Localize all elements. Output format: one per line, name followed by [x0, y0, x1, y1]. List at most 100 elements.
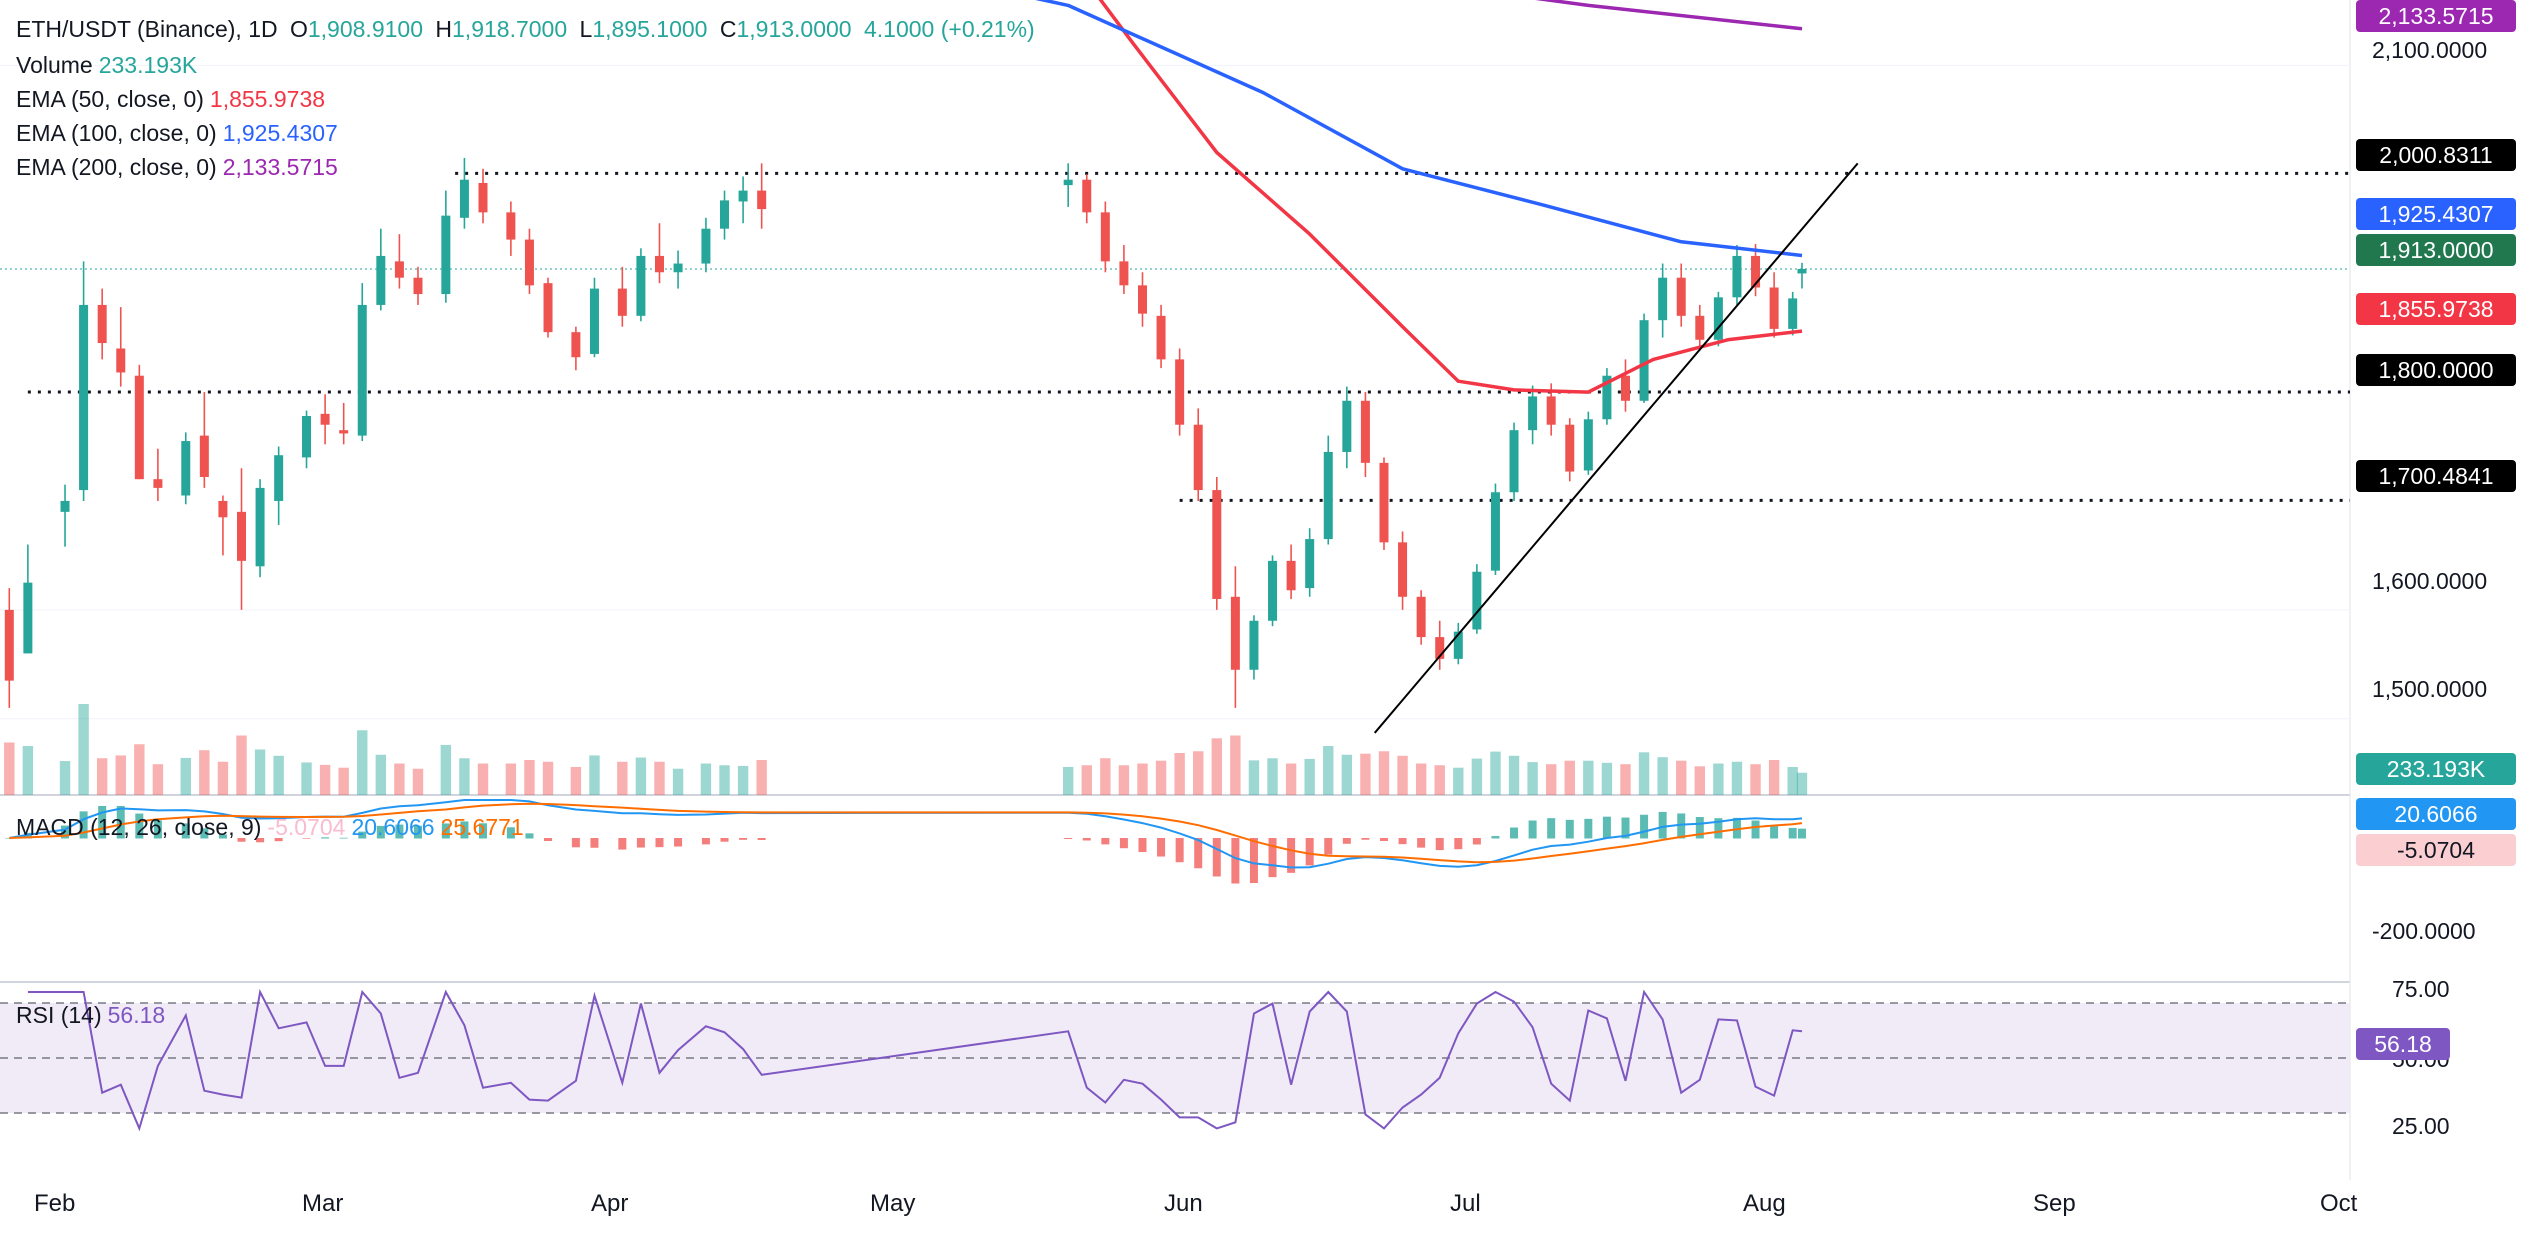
volume-bar — [180, 757, 191, 795]
volume-bar — [1267, 758, 1278, 795]
candle-body — [181, 441, 191, 496]
candle-body — [543, 283, 553, 333]
macd-histogram-bar — [1584, 818, 1593, 839]
volume-bar — [737, 765, 749, 795]
volume-bar — [617, 761, 628, 795]
candle-body — [1249, 620, 1259, 670]
volume-bar — [1155, 760, 1167, 795]
candle-body — [1797, 268, 1807, 274]
candle-body — [199, 435, 209, 477]
legend-volume[interactable]: Volume 233.193K — [16, 52, 198, 78]
macd-histogram-bar — [358, 831, 367, 839]
candle-body — [1379, 462, 1389, 543]
macd-histogram-bar — [636, 838, 645, 848]
volume-bar — [1601, 762, 1613, 795]
volume-bar — [1193, 751, 1204, 795]
time-axis-label: May — [870, 1190, 916, 1217]
candle-body — [1416, 596, 1426, 638]
support-1700-tag: 1,700.4841 — [2356, 460, 2516, 492]
ema200-value: 2,133.5715 — [222, 154, 338, 180]
trendline[interactable] — [1373, 162, 1859, 734]
time-axis-label: Jun — [1164, 1190, 1203, 1217]
volume-bar — [59, 761, 71, 795]
macd-histogram-bar — [256, 838, 265, 843]
volume-value: 233.193K — [98, 52, 198, 78]
volume-bar — [1415, 763, 1427, 795]
candle-body — [1156, 315, 1166, 360]
high-value: 1,918.7000 — [452, 16, 568, 42]
macd-histogram-bar — [1101, 838, 1110, 845]
macd-histogram-bar — [674, 838, 683, 847]
candles — [4, 157, 1807, 708]
volume-bar — [394, 763, 405, 795]
volume-bar — [1100, 758, 1111, 795]
candle-body — [1788, 298, 1798, 329]
volume-bar — [505, 763, 517, 795]
volume-bar — [654, 761, 665, 795]
volume-bar — [22, 746, 34, 795]
time-axis-label: Oct — [2320, 1190, 2358, 1217]
macd-histogram-bar — [1677, 813, 1686, 839]
rsi-value: 56.18 — [107, 1002, 166, 1028]
macd-histogram-bar — [1714, 818, 1723, 839]
symbol-title[interactable]: ETH/USDT (Binance), 1D — [16, 16, 278, 42]
ema100-value: 1,925.4307 — [222, 120, 338, 146]
macd-histogram-bar — [1695, 817, 1704, 839]
macd-histogram-bar — [571, 838, 580, 848]
macd-histogram-bar — [1175, 838, 1184, 863]
grid-lines — [0, 64, 2350, 720]
volume-bar — [1434, 765, 1445, 795]
macd-histogram-bar — [116, 805, 125, 839]
volume-bar — [1081, 765, 1092, 795]
macd-histogram-bar — [1770, 825, 1779, 839]
volume-bar — [459, 758, 470, 795]
volume-price-tag: 233.193K — [2356, 753, 2516, 785]
time-axis-label: Apr — [591, 1190, 629, 1217]
macd-histogram-bar — [479, 823, 488, 839]
legend-ema200[interactable]: EMA (200, close, 0) 2,133.5715 — [16, 154, 338, 180]
rsi-price-tag: 56.18 — [2356, 1028, 2450, 1060]
candle-body — [1360, 400, 1370, 463]
candle-body — [237, 511, 247, 561]
rsi-axis-label: 25.00 — [2392, 1113, 2450, 1139]
macd-histogram-bar — [720, 838, 729, 842]
legend-ema50[interactable]: EMA (50, close, 0) 1,855.9738 — [16, 86, 326, 112]
volume-bar — [1360, 753, 1371, 795]
volume-bar — [1583, 760, 1594, 795]
candle-body — [357, 304, 367, 436]
macd-histogram-bar — [5, 838, 14, 839]
volume-bar — [1230, 735, 1241, 795]
candle-body — [1509, 430, 1519, 493]
macd-histogram-bar — [460, 821, 469, 839]
macd-histogram-bar — [1064, 838, 1073, 839]
legend-macd[interactable]: MACD (12, 26, close, 9) -5.0704 20.6066 25.… — [16, 814, 524, 840]
candle-body — [1286, 560, 1296, 591]
candle-body — [589, 288, 599, 354]
volume-bar — [1490, 751, 1501, 795]
macd-histogram-bar — [1621, 817, 1630, 839]
candle-body — [255, 487, 265, 567]
volume-bar — [440, 744, 452, 795]
macd-histogram-bar — [1472, 838, 1481, 845]
macd-histogram-bar — [544, 838, 553, 842]
legend-ema100[interactable]: EMA (100, close, 0) 1,925.4307 — [16, 120, 338, 146]
macd-signal-value: 25.6771 — [440, 814, 524, 840]
macd-histogram-bar — [200, 828, 209, 839]
macd-histogram-bar — [1268, 838, 1277, 878]
candle-body — [1751, 255, 1761, 288]
volume-bar — [1323, 746, 1334, 795]
candle-body — [701, 228, 711, 264]
volume-bar — [1638, 752, 1650, 795]
macd-hist-value: -5.0704 — [267, 814, 346, 840]
macd-histogram-bar — [525, 833, 534, 839]
horizontal-levels[interactable] — [0, 171, 2350, 502]
macd-histogram-bar — [1658, 811, 1667, 839]
legend-rsi[interactable]: RSI (14) 56.18 — [16, 1002, 166, 1028]
macd-histogram-bar — [1491, 836, 1500, 839]
macd-axis-label: -200.0000 — [2372, 918, 2476, 944]
macd-histogram-bar — [1398, 838, 1407, 845]
macd-histogram-bar — [1231, 838, 1240, 884]
uptrend-line — [1373, 162, 1859, 734]
macd-histogram-bar — [1435, 838, 1444, 851]
